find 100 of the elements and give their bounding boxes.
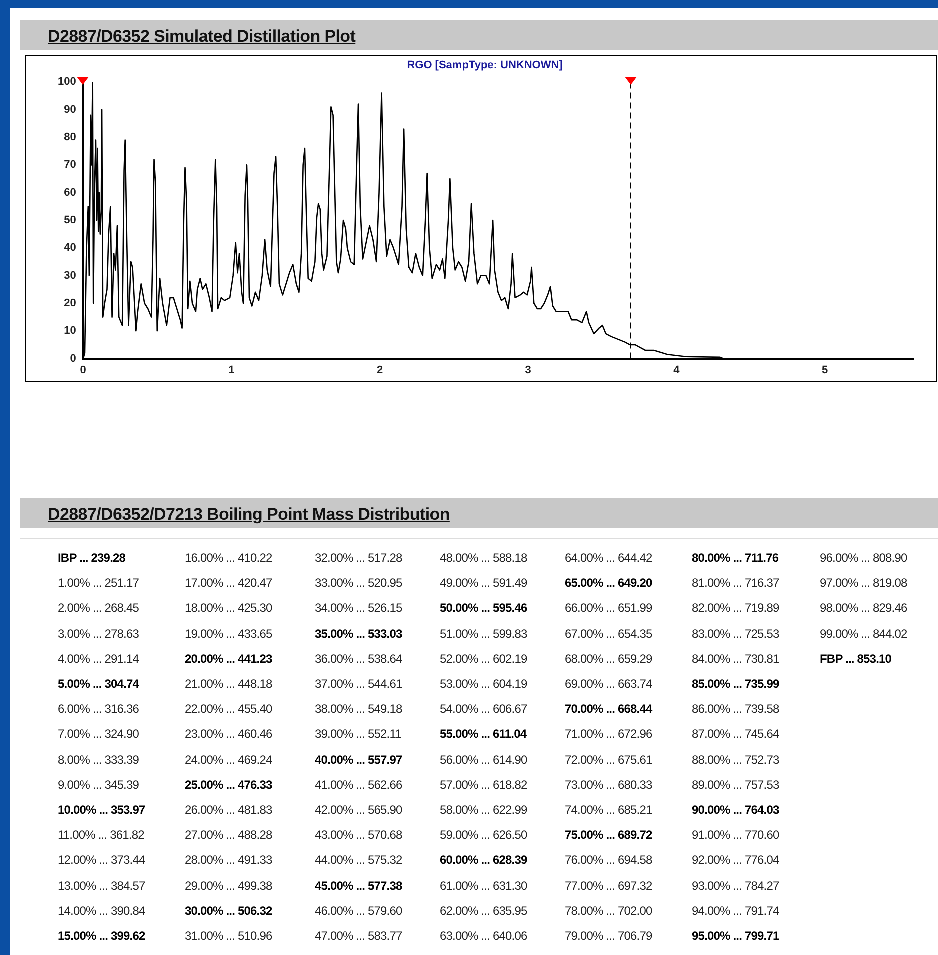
text: 71.00% ... 672.96 <box>565 727 652 742</box>
text: 37.00% ... 544.61 <box>315 677 402 691</box>
text: 98.00% ... 829.46 <box>820 601 908 616</box>
text: 18.00% ... 425.30 <box>185 601 272 616</box>
x-tick-label: 3 <box>525 364 532 376</box>
text: 33.00% ... 520.95 <box>315 576 402 590</box>
text: 70.00% ... 668.44 <box>565 702 652 716</box>
text: IBP ... 239.28 <box>58 551 126 565</box>
text: 74.00% ... 685.21 <box>565 803 652 817</box>
text: 9.00% ... 345.39 <box>58 778 139 792</box>
text: 97.00% ... 819.08 <box>820 576 908 590</box>
text: 40.00% ... 557.97 <box>315 752 402 767</box>
text: 78.00% ... 702.00 <box>565 904 652 918</box>
text: 23.00% ... 460.46 <box>185 727 272 742</box>
text: 99.00% ... 844.02 <box>820 626 908 641</box>
text: 46.00% ... 579.60 <box>315 904 402 918</box>
text: 76.00% ... 694.58 <box>565 853 652 868</box>
text: 60.00% ... 628.39 <box>440 853 528 868</box>
text: 67.00% ... 654.35 <box>565 626 652 641</box>
text: 31.00% ... 510.96 <box>185 929 272 943</box>
text: 63.00% ... 640.06 <box>440 929 528 943</box>
text: 87.00% ... 745.64 <box>692 727 780 742</box>
text: 22.00% ... 455.40 <box>185 702 272 716</box>
text: 75.00% ... 689.72 <box>565 828 652 842</box>
x-tick-label: 5 <box>822 364 828 376</box>
text: 77.00% ... 697.32 <box>565 878 652 893</box>
text: 1.00% ... 251.17 <box>58 576 139 590</box>
text: 45.00% ... 577.38 <box>315 878 402 893</box>
text: D2887/D6352/D7213 Boiling Point Mass Distribution <box>48 505 450 525</box>
text: 11.00% ... 361.82 <box>58 828 144 842</box>
chart-title: D2887/D6352 Simulated Distillation Plot <box>48 27 356 47</box>
text: 72.00% ... 675.61 <box>565 752 652 767</box>
text: 14.00% ... 390.84 <box>58 904 146 918</box>
text: 15.00% ... 399.62 <box>58 929 146 943</box>
text: 41.00% ... 562.66 <box>315 778 402 792</box>
text: 59.00% ... 626.50 <box>440 828 528 842</box>
text: 16.00% ... 410.22 <box>185 551 272 565</box>
text: 66.00% ... 651.99 <box>565 601 652 616</box>
x-tick-label: 0 <box>80 364 86 376</box>
text: 85.00% ... 735.99 <box>692 677 780 691</box>
y-tick-label: 80 <box>64 132 76 144</box>
text: 13.00% ... 384.57 <box>58 878 146 893</box>
text: 90.00% ... 764.03 <box>692 803 780 817</box>
text: 10.00% ... 353.97 <box>58 803 146 817</box>
y-tick-label: 50 <box>64 214 76 227</box>
text: 27.00% ... 488.28 <box>185 828 272 842</box>
text: 42.00% ... 565.90 <box>315 803 402 817</box>
text: 2.00% ... 268.45 <box>58 601 139 616</box>
text: 36.00% ... 538.64 <box>315 652 402 666</box>
text: 5.00% ... 304.74 <box>58 677 139 691</box>
text: 80.00% ... 711.76 <box>692 551 779 565</box>
text: 55.00% ... 611.04 <box>440 727 527 742</box>
text: 39.00% ... 552.11 <box>315 727 402 742</box>
text: 81.00% ... 716.37 <box>692 576 780 590</box>
text: 35.00% ... 533.03 <box>315 626 402 641</box>
text: 49.00% ... 591.49 <box>440 576 528 590</box>
x-tick-label: 2 <box>376 364 384 376</box>
text: 88.00% ... 752.73 <box>692 752 780 767</box>
text: 65.00% ... 649.20 <box>565 576 652 590</box>
y-tick-label: 90 <box>64 104 76 116</box>
text: 56.00% ... 614.90 <box>440 752 528 767</box>
text: 73.00% ... 680.33 <box>565 778 652 792</box>
y-tick-label: 0 <box>70 352 76 365</box>
text: 29.00% ... 499.38 <box>185 878 272 893</box>
text: 7.00% ... 324.90 <box>58 727 139 742</box>
text: 47.00% ... 583.77 <box>315 929 402 943</box>
text: 53.00% ... 604.19 <box>440 677 528 691</box>
y-tick-label: 100 <box>58 76 76 88</box>
text: 92.00% ... 776.04 <box>692 853 780 868</box>
text: 51.00% ... 599.83 <box>440 626 528 641</box>
text: 93.00% ... 784.27 <box>692 878 780 893</box>
text: 52.00% ... 602.19 <box>440 652 528 666</box>
text: 24.00% ... 469.24 <box>185 752 272 767</box>
y-tick-label: 40 <box>64 242 76 254</box>
text: 57.00% ... 618.82 <box>440 778 528 792</box>
y-tick-label: 20 <box>64 298 76 310</box>
text: 69.00% ... 663.74 <box>565 677 652 691</box>
text: 64.00% ... 644.42 <box>565 551 652 565</box>
y-tick-label: 10 <box>64 325 76 338</box>
text: 50.00% ... 595.46 <box>440 601 528 616</box>
y-tick-label: 70 <box>64 159 76 172</box>
x-tick-label: 1 <box>228 364 235 376</box>
text: 4.00% ... 291.14 <box>58 652 139 666</box>
text: 6.00% ... 316.36 <box>58 702 139 716</box>
text: 58.00% ... 622.99 <box>440 803 528 817</box>
chart-subtitle: RGO [SampType: UNKNOWN] <box>407 60 564 72</box>
text: 21.00% ... 448.18 <box>185 677 272 691</box>
text: 43.00% ... 570.68 <box>315 828 402 842</box>
text: 48.00% ... 588.18 <box>440 551 528 565</box>
text: 68.00% ... 659.29 <box>565 652 652 666</box>
y-tick-label: 60 <box>64 186 76 199</box>
text: FBP ... 853.10 <box>820 652 892 666</box>
text: 94.00% ... 791.74 <box>692 904 780 918</box>
text: 84.00% ... 730.81 <box>692 652 780 666</box>
text: 91.00% ... 770.60 <box>692 828 780 842</box>
text: 54.00% ... 606.67 <box>440 702 528 716</box>
x-tick-label: 4 <box>674 364 681 376</box>
text: 86.00% ... 739.58 <box>692 702 780 716</box>
text: 3.00% ... 278.63 <box>58 626 139 641</box>
text: 38.00% ... 549.18 <box>315 702 402 716</box>
